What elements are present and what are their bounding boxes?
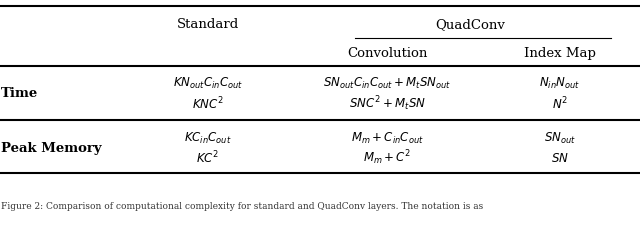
Text: $N^2$: $N^2$	[552, 96, 568, 112]
Text: Peak Memory: Peak Memory	[1, 142, 102, 155]
Text: QuadConv: QuadConv	[435, 18, 506, 31]
Text: Time: Time	[1, 87, 38, 100]
Text: $M_m + C^2$: $M_m + C^2$	[363, 149, 412, 168]
Text: Convolution: Convolution	[347, 46, 428, 60]
Text: $KC_{in}C_{out}$: $KC_{in}C_{out}$	[184, 131, 232, 146]
Text: $SN$: $SN$	[551, 152, 569, 165]
Text: $N_{in}N_{out}$: $N_{in}N_{out}$	[540, 76, 580, 91]
Text: Standard: Standard	[177, 18, 239, 31]
Text: $KC^2$: $KC^2$	[196, 150, 220, 166]
Text: $KNC^2$: $KNC^2$	[192, 96, 224, 112]
Text: $SN_{out}$: $SN_{out}$	[544, 131, 576, 146]
Text: Figure 2: Comparison of computational complexity for standard and QuadConv layer: Figure 2: Comparison of computational co…	[1, 202, 484, 211]
Text: $SNC^2 + M_tSN$: $SNC^2 + M_tSN$	[349, 94, 426, 113]
Text: Index Map: Index Map	[524, 46, 596, 60]
Text: $SN_{out}C_{in}C_{out} + M_tSN_{out}$: $SN_{out}C_{in}C_{out} + M_tSN_{out}$	[323, 76, 451, 91]
Text: $M_m + C_{in}C_{out}$: $M_m + C_{in}C_{out}$	[351, 131, 424, 146]
Text: $KN_{out}C_{in}C_{out}$: $KN_{out}C_{in}C_{out}$	[173, 76, 243, 91]
